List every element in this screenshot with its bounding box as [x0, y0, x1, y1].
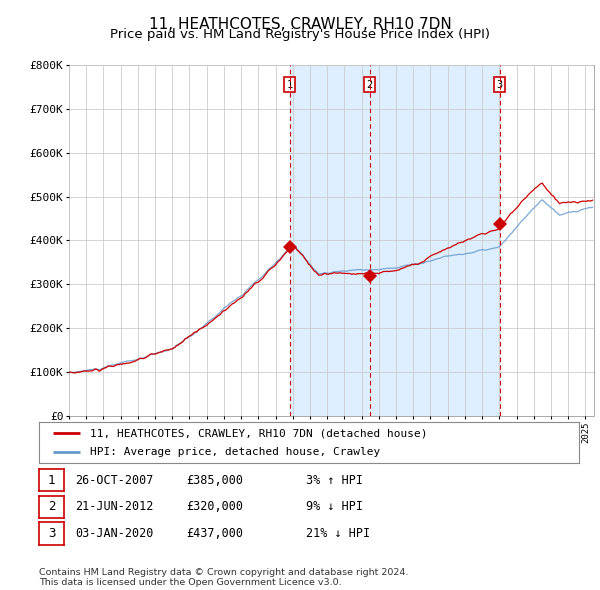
Text: £320,000: £320,000	[186, 500, 243, 513]
Text: 1: 1	[48, 474, 55, 487]
Text: 11, HEATHCOTES, CRAWLEY, RH10 7DN (detached house): 11, HEATHCOTES, CRAWLEY, RH10 7DN (detac…	[90, 428, 428, 438]
Text: 21-JUN-2012: 21-JUN-2012	[75, 500, 154, 513]
Text: 11, HEATHCOTES, CRAWLEY, RH10 7DN: 11, HEATHCOTES, CRAWLEY, RH10 7DN	[149, 17, 451, 31]
Bar	[290, 65, 500, 416]
Text: 03-JAN-2020: 03-JAN-2020	[75, 527, 154, 540]
Text: £385,000: £385,000	[186, 474, 243, 487]
Text: Price paid vs. HM Land Registry's House Price Index (HPI): Price paid vs. HM Land Registry's House …	[110, 28, 490, 41]
Text: 3% ↑ HPI: 3% ↑ HPI	[306, 474, 363, 487]
Text: 21% ↓ HPI: 21% ↓ HPI	[306, 527, 370, 540]
Text: £437,000: £437,000	[186, 527, 243, 540]
Text: 9% ↓ HPI: 9% ↓ HPI	[306, 500, 363, 513]
Text: 3: 3	[48, 527, 55, 540]
Text: 3: 3	[496, 80, 503, 90]
Text: 2: 2	[367, 80, 373, 90]
Text: 2: 2	[48, 500, 55, 513]
Text: HPI: Average price, detached house, Crawley: HPI: Average price, detached house, Craw…	[90, 447, 380, 457]
Text: 1: 1	[287, 80, 293, 90]
Text: Contains HM Land Registry data © Crown copyright and database right 2024.
This d: Contains HM Land Registry data © Crown c…	[39, 568, 409, 587]
Text: 26-OCT-2007: 26-OCT-2007	[75, 474, 154, 487]
